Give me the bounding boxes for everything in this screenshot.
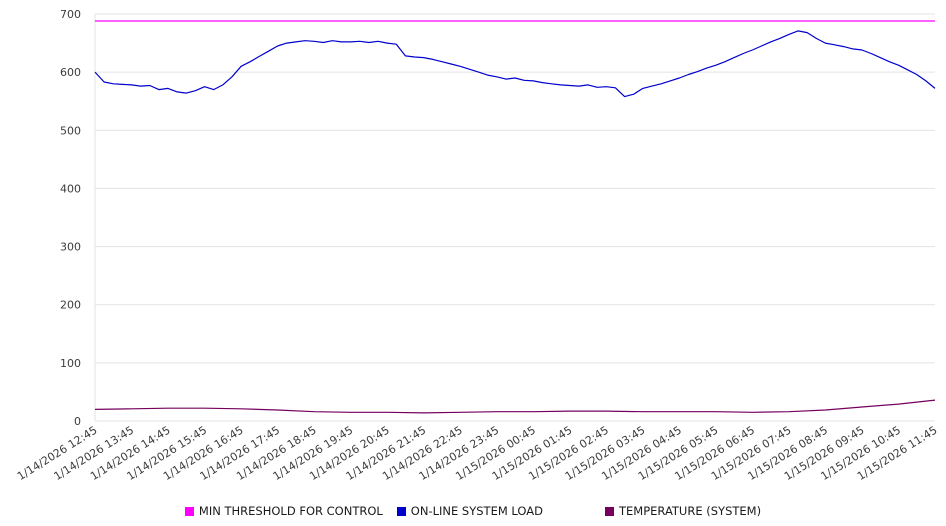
legend-label-temperature-system: TEMPERATURE (SYSTEM) xyxy=(619,504,762,518)
legend-label-online-system-load: ON-LINE SYSTEM LOAD xyxy=(410,504,543,518)
y-tick-label: 0 xyxy=(74,415,81,428)
y-tick-label: 500 xyxy=(60,124,81,137)
chart-legend: MIN THRESHOLD FOR CONTROL ON-LINE SYSTEM… xyxy=(0,504,946,518)
legend-item-min-threshold: MIN THRESHOLD FOR CONTROL xyxy=(184,504,383,518)
series-line-2 xyxy=(94,399,936,414)
y-tick-label: 700 xyxy=(60,8,81,21)
y-tick-label: 300 xyxy=(60,241,81,254)
legend-swatch-min-threshold-icon xyxy=(184,506,194,516)
series-line-1 xyxy=(94,30,936,98)
y-tick-label: 100 xyxy=(60,357,81,370)
legend-swatch-temperature-system-icon xyxy=(605,506,614,516)
legend-label-min-threshold: MIN THRESHOLD FOR CONTROL xyxy=(198,504,383,518)
legend-swatch-online-system-load-icon xyxy=(396,506,406,516)
y-tick-label: 200 xyxy=(60,299,81,312)
legend-item-online-system-load: ON-LINE SYSTEM LOAD xyxy=(396,504,543,518)
y-tick-label: 400 xyxy=(60,182,81,195)
y-tick-label: 600 xyxy=(60,66,81,79)
legend-item-temperature-system: TEMPERATURE (SYSTEM) xyxy=(605,504,761,518)
